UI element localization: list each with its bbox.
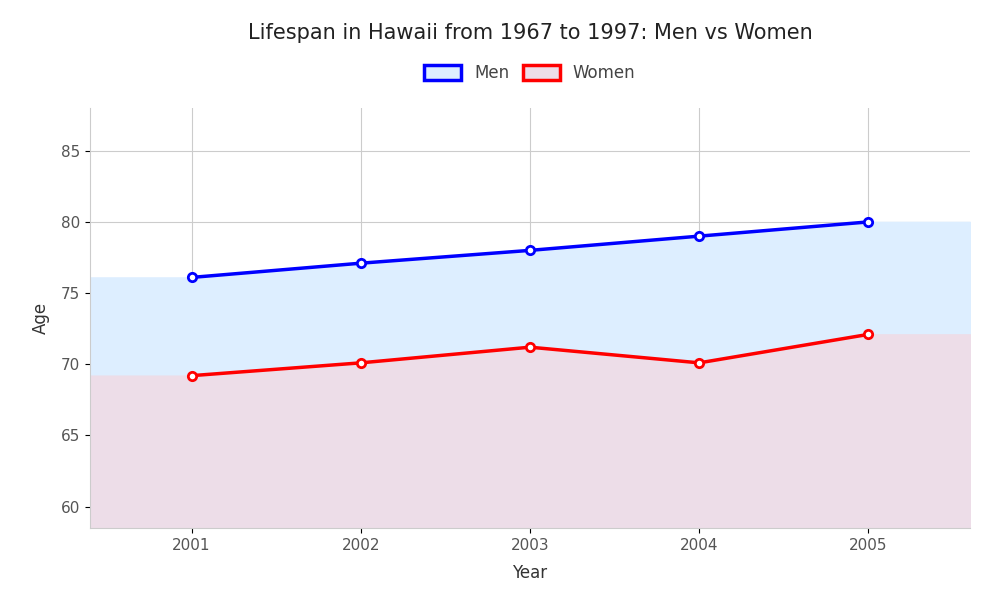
- Legend: Men, Women: Men, Women: [418, 58, 642, 89]
- Title: Lifespan in Hawaii from 1967 to 1997: Men vs Women: Lifespan in Hawaii from 1967 to 1997: Me…: [248, 23, 812, 43]
- X-axis label: Year: Year: [512, 564, 548, 582]
- Y-axis label: Age: Age: [32, 302, 50, 334]
